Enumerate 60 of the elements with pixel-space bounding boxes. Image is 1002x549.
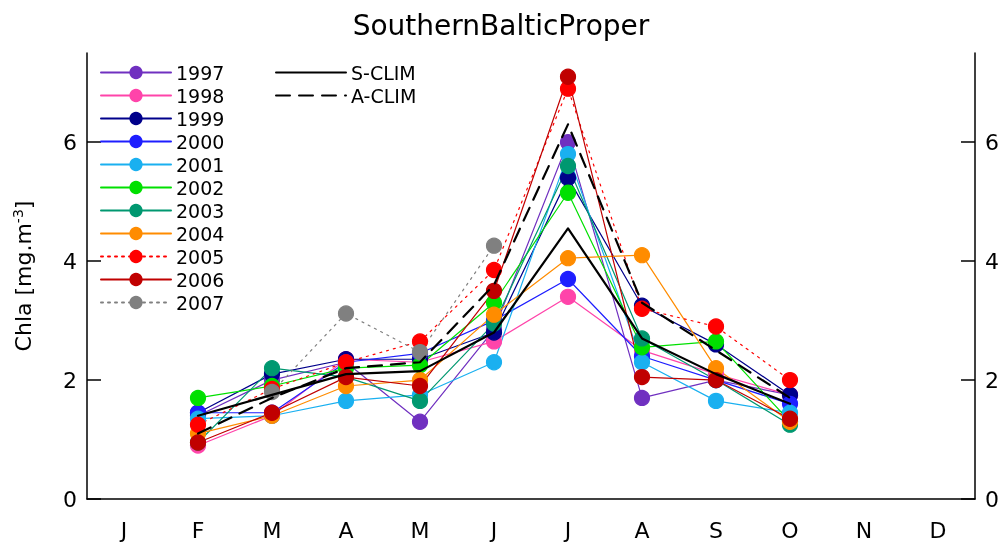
x-tick-label: J xyxy=(118,517,128,543)
x-tick-label: S xyxy=(709,517,723,543)
point xyxy=(189,416,207,433)
y2-tick-label: 0 xyxy=(985,486,999,512)
legend-label: 2006 xyxy=(176,268,225,291)
legend-label: 2002 xyxy=(176,176,225,199)
point xyxy=(559,288,577,305)
point xyxy=(337,305,355,322)
y-tick-label: 4 xyxy=(63,248,77,274)
y-tick-label: 6 xyxy=(63,129,77,155)
legend-label: 2003 xyxy=(176,199,225,222)
legend-label: A-CLIM xyxy=(351,84,417,107)
x-tick-label: A xyxy=(634,517,650,543)
x-tick-label: N xyxy=(855,517,873,543)
legend-label: 2005 xyxy=(176,245,225,268)
point xyxy=(633,369,651,386)
legend-label: 2000 xyxy=(176,130,225,153)
point xyxy=(781,371,799,389)
point xyxy=(633,389,651,406)
point xyxy=(559,250,577,267)
legend-label: 1998 xyxy=(176,84,225,107)
x-tick-label: D xyxy=(929,517,947,543)
legend-label: 2004 xyxy=(176,222,225,245)
point xyxy=(337,392,355,409)
chart-title: SouthernBalticProper xyxy=(352,8,650,42)
x-tick-label: F xyxy=(191,517,205,543)
point xyxy=(633,354,651,371)
point xyxy=(411,413,429,430)
y-axis-title: Chla [mg.m-3] xyxy=(10,200,36,352)
point xyxy=(707,392,725,409)
point xyxy=(559,68,577,85)
legend-label: 1997 xyxy=(176,61,225,84)
point xyxy=(263,360,281,377)
point xyxy=(707,318,725,335)
y2-tick-label: 4 xyxy=(985,248,999,274)
legend-label: 2007 xyxy=(176,291,225,314)
x-tick-label: A xyxy=(338,517,354,543)
x-tick-label: M xyxy=(262,517,282,543)
point xyxy=(411,392,429,409)
y2-tick-label: 2 xyxy=(985,367,999,393)
legend-label: 2001 xyxy=(176,153,225,176)
point xyxy=(559,184,577,201)
y-tick-label: 2 xyxy=(63,367,77,393)
point xyxy=(559,157,577,175)
x-tick-label: J xyxy=(562,517,572,543)
legend-label: 1999 xyxy=(176,107,225,130)
point xyxy=(485,354,503,371)
legend-label: S-CLIM xyxy=(351,61,416,84)
x-tick-label: O xyxy=(781,517,799,543)
x-tick-label: M xyxy=(410,517,430,543)
point xyxy=(485,282,503,299)
point xyxy=(189,389,207,406)
point xyxy=(411,377,429,395)
y-tick-label: 0 xyxy=(63,486,77,512)
point xyxy=(633,247,651,264)
y2-tick-label: 6 xyxy=(985,129,999,155)
point xyxy=(559,270,577,288)
x-tick-label: J xyxy=(488,517,498,543)
point xyxy=(485,237,503,254)
point xyxy=(485,306,503,323)
